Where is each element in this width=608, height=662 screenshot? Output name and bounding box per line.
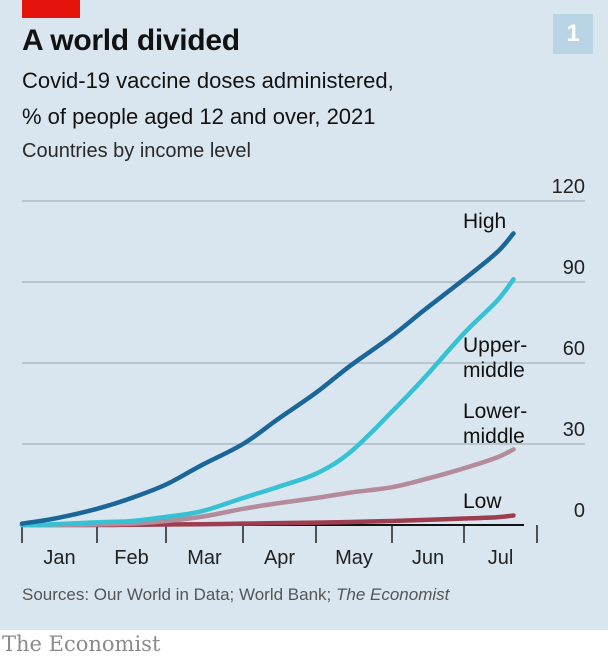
series-line-lower-middle [19,447,516,528]
series-line-upper-middle [19,277,516,528]
x-tick-label: Jan [43,547,75,569]
series-label-line: Upper- [463,334,527,357]
y-tick-label: 30 [563,419,585,441]
series-label-low: Low [463,490,502,513]
series-label-line: Low [463,490,502,513]
x-tick-label: Mar [187,547,222,569]
y-tick-label: 0 [574,500,585,522]
x-tick-label: Jun [412,547,444,569]
series-label-line: High [463,210,506,233]
chart-subtitle-line-3: Countries by income level [22,140,251,162]
x-tick-label: Feb [114,547,148,569]
source-note: Sources: Our World in Data; World Bank; … [22,585,449,605]
series-label-upper-middle: Upper-middle [463,334,527,382]
x-tick-label: Jul [488,547,514,569]
series-label-high: High [463,210,506,233]
line-chart: 0 30 60 90 120 Jan Feb Mar Apr May Jun Jul High Upp… [19,176,585,569]
y-tick-label: 90 [563,257,585,279]
series-line-high [19,231,516,526]
y-axis-tick-labels: 0 30 60 90 120 [552,176,585,522]
footer-brand: The Economist [2,632,161,656]
gridlines [22,200,585,445]
x-tick-label: May [335,547,373,569]
series-label-line: middle [463,425,525,448]
source-italic: The Economist [336,585,450,604]
chart-subtitle-line-1: Covid-19 vaccine doses administered, [22,68,394,93]
source-text: Sources: Our World in Data; World Bank; [22,585,336,604]
y-tick-label: 60 [563,338,585,360]
series-lines [19,231,516,528]
y-tick-label: 120 [552,176,585,198]
x-axis: Jan Feb Mar Apr May Jun Jul [21,524,538,569]
x-tick-label: Apr [264,547,295,569]
series-label-lower-middle: Lower-middle [463,400,527,448]
chart-number-badge: 1 [553,14,593,54]
brand-accent-bar [22,0,80,18]
chart-title: A world divided [22,24,240,57]
series-label-line: middle [463,359,525,382]
series-label-line: Lower- [463,400,527,423]
chart-subtitle-line-2: % of people aged 12 and over, 2021 [22,104,376,129]
